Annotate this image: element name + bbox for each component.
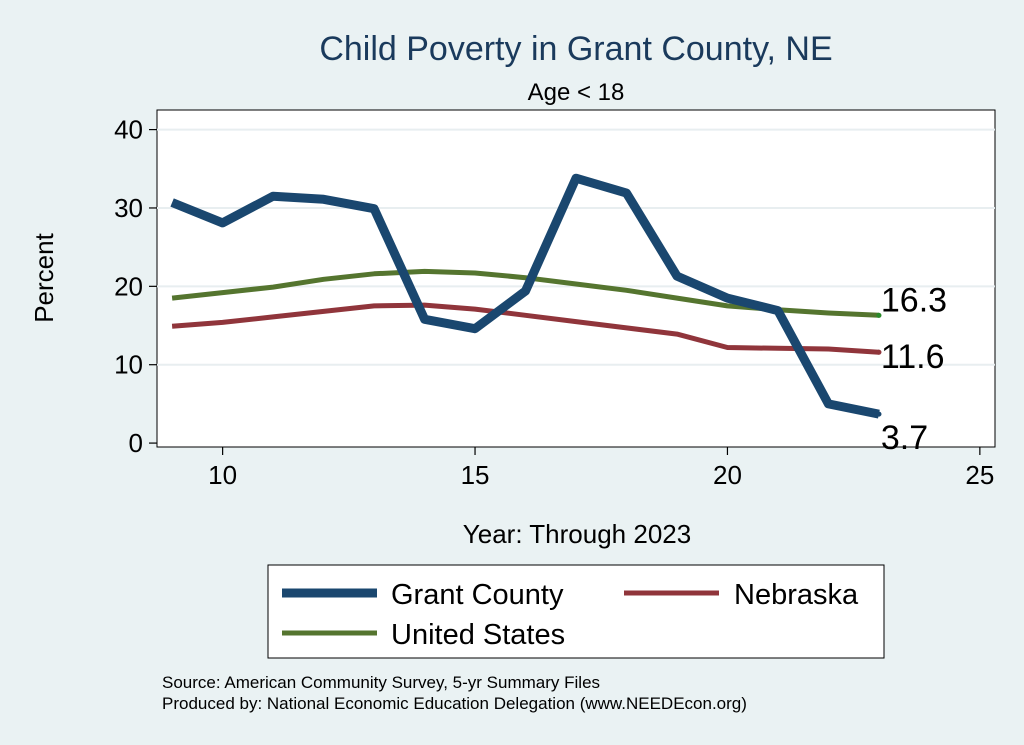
gridlines	[157, 128, 995, 366]
chart-subtitle: Age < 18	[528, 79, 625, 106]
end-point	[876, 312, 882, 318]
y-tick-label: 10	[114, 350, 143, 380]
end-label-grant-county: 3.7	[881, 419, 928, 457]
chart-title: Child Poverty in Grant County, NE	[319, 30, 832, 68]
axes: 0 10 20 30 40 10 15 20 25	[114, 115, 994, 490]
end-point	[876, 349, 882, 355]
y-tick-label: 20	[114, 271, 143, 301]
x-axis-label: Year: Through 2023	[463, 519, 691, 549]
y-tick-label: 30	[114, 193, 143, 223]
produced-by-note: Produced by: National Economic Education…	[162, 694, 747, 713]
x-tick-label: 20	[713, 460, 742, 490]
y-tick-label: 40	[114, 115, 143, 145]
legend-label: Nebraska	[734, 579, 859, 611]
legend-label: Grant County	[391, 579, 564, 611]
legend-items: Grant County Nebraska United States	[282, 579, 859, 651]
y-tick-label: 0	[129, 428, 143, 458]
legend-label: United States	[391, 619, 565, 651]
plot-area	[156, 109, 996, 448]
x-tick-label: 15	[461, 460, 490, 490]
x-tick-label: 10	[208, 460, 237, 490]
series-line-grant-county	[170, 173, 880, 419]
source-note: Source: American Community Survey, 5-yr …	[162, 673, 600, 692]
x-tick-label: 25	[965, 460, 994, 490]
end-label-united-states: 16.3	[881, 281, 947, 319]
series-line-nebraska	[171, 302, 880, 355]
series-lines	[170, 173, 880, 419]
end-labels: 3.7 11.6 16.3	[876, 281, 947, 457]
end-label-nebraska: 11.6	[881, 338, 945, 376]
legend	[267, 564, 885, 659]
end-point	[876, 411, 882, 417]
y-axis-label: Percent	[29, 232, 59, 322]
